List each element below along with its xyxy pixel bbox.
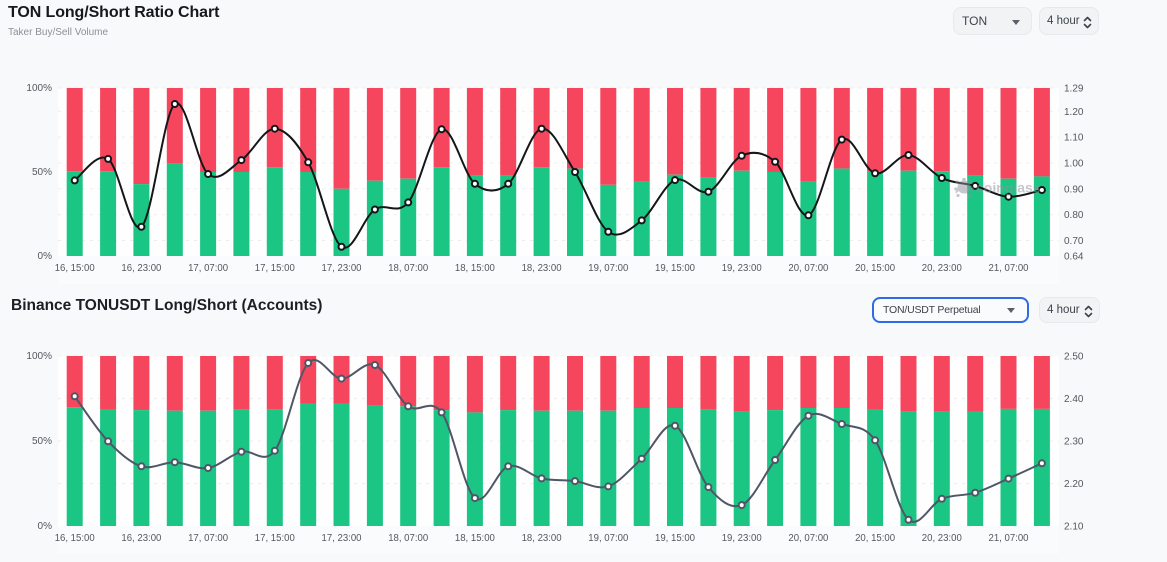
svg-text:18, 23:00: 18, 23:00 <box>522 533 562 544</box>
svg-text:2.40: 2.40 <box>1064 394 1084 405</box>
svg-text:2.50: 2.50 <box>1064 352 1084 363</box>
svg-text:0.64: 0.64 <box>1064 252 1084 263</box>
svg-text:1.00: 1.00 <box>1064 159 1084 170</box>
svg-text:17, 15:00: 17, 15:00 <box>255 263 295 274</box>
svg-text:50%: 50% <box>32 167 52 178</box>
svg-text:16, 23:00: 16, 23:00 <box>121 263 161 274</box>
svg-text:18, 15:00: 18, 15:00 <box>455 533 495 544</box>
svg-text:21, 07:00: 21, 07:00 <box>989 263 1029 274</box>
svg-text:50%: 50% <box>32 436 52 447</box>
svg-text:17, 15:00: 17, 15:00 <box>255 533 295 544</box>
svg-text:18, 07:00: 18, 07:00 <box>388 533 428 544</box>
svg-text:16, 15:00: 16, 15:00 <box>55 533 95 544</box>
svg-text:19, 07:00: 19, 07:00 <box>588 263 628 274</box>
svg-text:19, 23:00: 19, 23:00 <box>722 263 762 274</box>
svg-text:18, 23:00: 18, 23:00 <box>522 263 562 274</box>
svg-text:0%: 0% <box>38 521 53 532</box>
svg-text:1.29: 1.29 <box>1064 84 1084 95</box>
svg-text:20, 07:00: 20, 07:00 <box>788 533 828 544</box>
svg-text:19, 07:00: 19, 07:00 <box>588 533 628 544</box>
svg-text:coinglass: coinglass <box>976 180 1041 196</box>
svg-text:0%: 0% <box>38 251 53 262</box>
svg-text:17, 23:00: 17, 23:00 <box>322 263 362 274</box>
svg-text:21, 07:00: 21, 07:00 <box>989 533 1029 544</box>
svg-text:0.70: 0.70 <box>1064 236 1084 247</box>
svg-text:2.20: 2.20 <box>1064 479 1084 490</box>
svg-text:16, 23:00: 16, 23:00 <box>121 533 161 544</box>
svg-text:20, 15:00: 20, 15:00 <box>855 263 895 274</box>
svg-text:16, 15:00: 16, 15:00 <box>55 263 95 274</box>
svg-text:19, 15:00: 19, 15:00 <box>655 263 695 274</box>
svg-text:2.30: 2.30 <box>1064 437 1084 448</box>
svg-text:18, 15:00: 18, 15:00 <box>455 263 495 274</box>
svg-text:20, 15:00: 20, 15:00 <box>855 533 895 544</box>
svg-text:2.10: 2.10 <box>1064 522 1084 533</box>
svg-text:20, 07:00: 20, 07:00 <box>788 263 828 274</box>
svg-text:100%: 100% <box>26 351 52 362</box>
svg-text:19, 23:00: 19, 23:00 <box>722 533 762 544</box>
svg-text:0.80: 0.80 <box>1064 210 1084 221</box>
svg-text:1.10: 1.10 <box>1064 133 1084 144</box>
svg-text:17, 23:00: 17, 23:00 <box>322 533 362 544</box>
svg-text:17, 07:00: 17, 07:00 <box>188 263 228 274</box>
svg-text:0.90: 0.90 <box>1064 184 1084 195</box>
svg-text:20, 23:00: 20, 23:00 <box>922 533 962 544</box>
svg-text:18, 07:00: 18, 07:00 <box>388 263 428 274</box>
svg-text:19, 15:00: 19, 15:00 <box>655 533 695 544</box>
svg-text:100%: 100% <box>26 83 52 94</box>
svg-text:1.20: 1.20 <box>1064 107 1084 118</box>
svg-text:20, 23:00: 20, 23:00 <box>922 263 962 274</box>
svg-text:17, 07:00: 17, 07:00 <box>188 533 228 544</box>
